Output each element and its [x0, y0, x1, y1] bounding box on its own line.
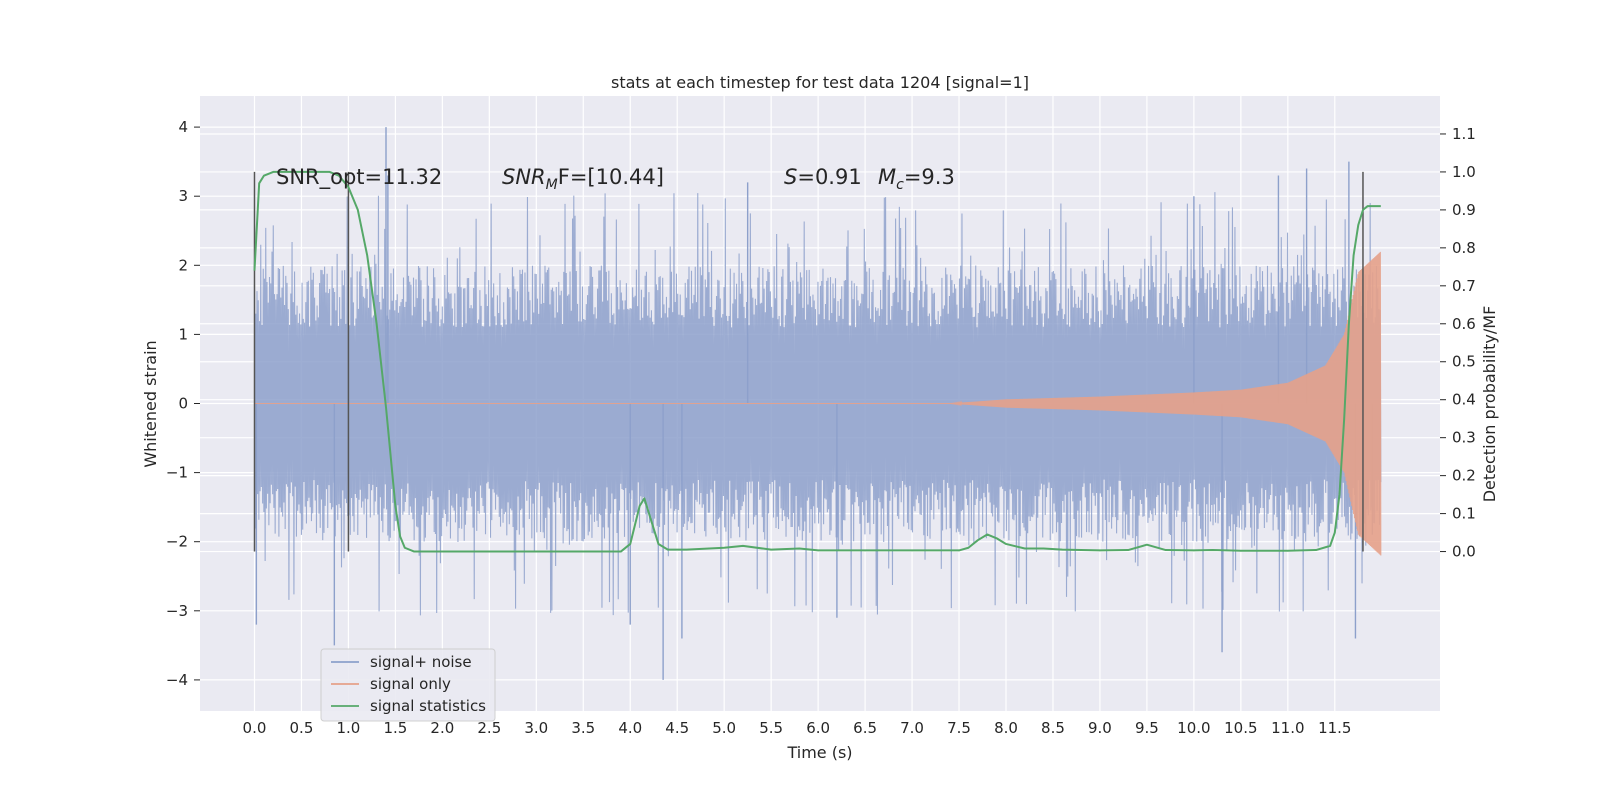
series-signal-only — [254, 251, 1382, 556]
x-tick-label: 10.5 — [1224, 719, 1257, 737]
y-axis-label: Whitened strain — [141, 340, 160, 467]
annotation-s-val: =0.91 — [797, 165, 861, 189]
annotation-snr-mf-base: SNR — [502, 165, 546, 189]
x-tick-label: 1.5 — [383, 719, 407, 737]
legend-box — [320, 648, 496, 722]
x-tick-label: 8.0 — [994, 719, 1018, 737]
x-tick-label: 4.5 — [665, 719, 689, 737]
annotation-snr-mf-tail: F=[10.44] — [558, 165, 664, 189]
chart-title: stats at each timestep for test data 120… — [611, 73, 1029, 92]
legend-label-signal-statistics: signal statistics — [370, 697, 486, 715]
y-right-tick-label: 0.5 — [1452, 353, 1476, 371]
series-signal-plus-noise — [253, 127, 1382, 680]
x-tick-label: 11.0 — [1271, 719, 1304, 737]
x-axis-label: Time (s) — [786, 743, 852, 762]
y-tick-label: −3 — [166, 602, 188, 620]
y-right-tick-label: 1.0 — [1452, 163, 1476, 181]
x-tick-label: 1.0 — [336, 719, 360, 737]
annotation-snr-opt: SNR_opt=11.32 — [276, 165, 442, 190]
annotation-mc-sub: c — [896, 177, 904, 193]
legend: signal+ noise signal only signal statist… — [320, 648, 496, 722]
y-tick-label: −1 — [166, 464, 188, 482]
y-right-tick-label: 0.0 — [1452, 543, 1476, 561]
y-axis-right-ticks: 1.1 1.0 0.9 0.8 0.7 0.6 0.5 0.4 0.3 0.2 0.1 0.0 — [1440, 125, 1476, 561]
x-tick-label: 10.0 — [1177, 719, 1210, 737]
x-tick-label: 0.5 — [290, 719, 314, 737]
annotation-mc-var: M — [878, 165, 896, 189]
x-tick-label: 5.0 — [712, 719, 736, 737]
annotation-s: S=0.91 — [784, 165, 862, 189]
y-tick-label: 1 — [178, 325, 188, 343]
signal-only-line — [254, 251, 1382, 556]
x-tick-label: 9.5 — [1135, 719, 1159, 737]
x-tick-label: 3.0 — [524, 719, 548, 737]
x-tick-label: 2.5 — [477, 719, 501, 737]
legend-label-signal-plus-noise: signal+ noise — [370, 653, 472, 671]
x-tick-label: 0.0 — [243, 719, 267, 737]
annotation-snr-mf: SNRMF=[10.44] — [502, 165, 664, 193]
legend-label-signal-only: signal only — [370, 675, 451, 693]
y-tick-label: 2 — [178, 256, 188, 274]
x-tick-label: 7.0 — [900, 719, 924, 737]
x-tick-label: 5.5 — [759, 719, 783, 737]
y-tick-label: −2 — [166, 533, 188, 551]
y-right-tick-label: 0.8 — [1452, 239, 1476, 257]
annotation-mc: Mc=9.3 — [878, 165, 955, 193]
y-tick-label: −4 — [166, 671, 188, 689]
x-tick-label: 11.5 — [1318, 719, 1351, 737]
y-right-tick-label: 0.9 — [1452, 201, 1476, 219]
y-tick-label: 4 — [178, 118, 188, 136]
x-axis-ticks: 0.0 0.5 1.0 1.5 2.0 2.5 3.0 3.5 4.0 4.5 5.0 5.5 6.0 6… — [243, 719, 1352, 737]
x-tick-label: 9.0 — [1088, 719, 1112, 737]
annotation-s-var: S — [784, 165, 797, 189]
y-tick-label: 3 — [178, 187, 188, 205]
y-right-tick-label: 0.6 — [1452, 315, 1476, 333]
y-right-tick-label: 0.1 — [1452, 505, 1476, 523]
annotation-snr-mf-sub: M — [546, 177, 558, 193]
signal-plus-noise-line — [253, 192, 1382, 616]
y-right-tick-label: 0.3 — [1452, 429, 1476, 447]
y-right-tick-label: 0.7 — [1452, 277, 1476, 295]
x-tick-label: 6.5 — [853, 719, 877, 737]
annotation-mc-val: =9.3 — [904, 165, 955, 189]
y-axis-right-label: Detection probability/MF — [1480, 306, 1499, 503]
y-tick-label: 0 — [178, 395, 188, 413]
x-tick-label: 7.5 — [947, 719, 971, 737]
y-axis-ticks: 4 3 2 1 0 −1 −2 −3 −4 — [166, 118, 200, 689]
x-tick-label: 3.5 — [571, 719, 595, 737]
y-right-tick-label: 0.2 — [1452, 467, 1476, 485]
x-tick-label: 2.0 — [430, 719, 454, 737]
series-signal-statistics — [253, 170, 1381, 553]
y-right-tick-label: 1.1 — [1452, 125, 1476, 143]
x-tick-label: 8.5 — [1041, 719, 1065, 737]
x-tick-label: 4.0 — [618, 719, 642, 737]
vertical-markers — [253, 171, 1364, 552]
signal-statistics-line — [253, 170, 1381, 553]
y-right-tick-label: 0.4 — [1452, 391, 1476, 409]
x-tick-label: 6.0 — [806, 719, 830, 737]
